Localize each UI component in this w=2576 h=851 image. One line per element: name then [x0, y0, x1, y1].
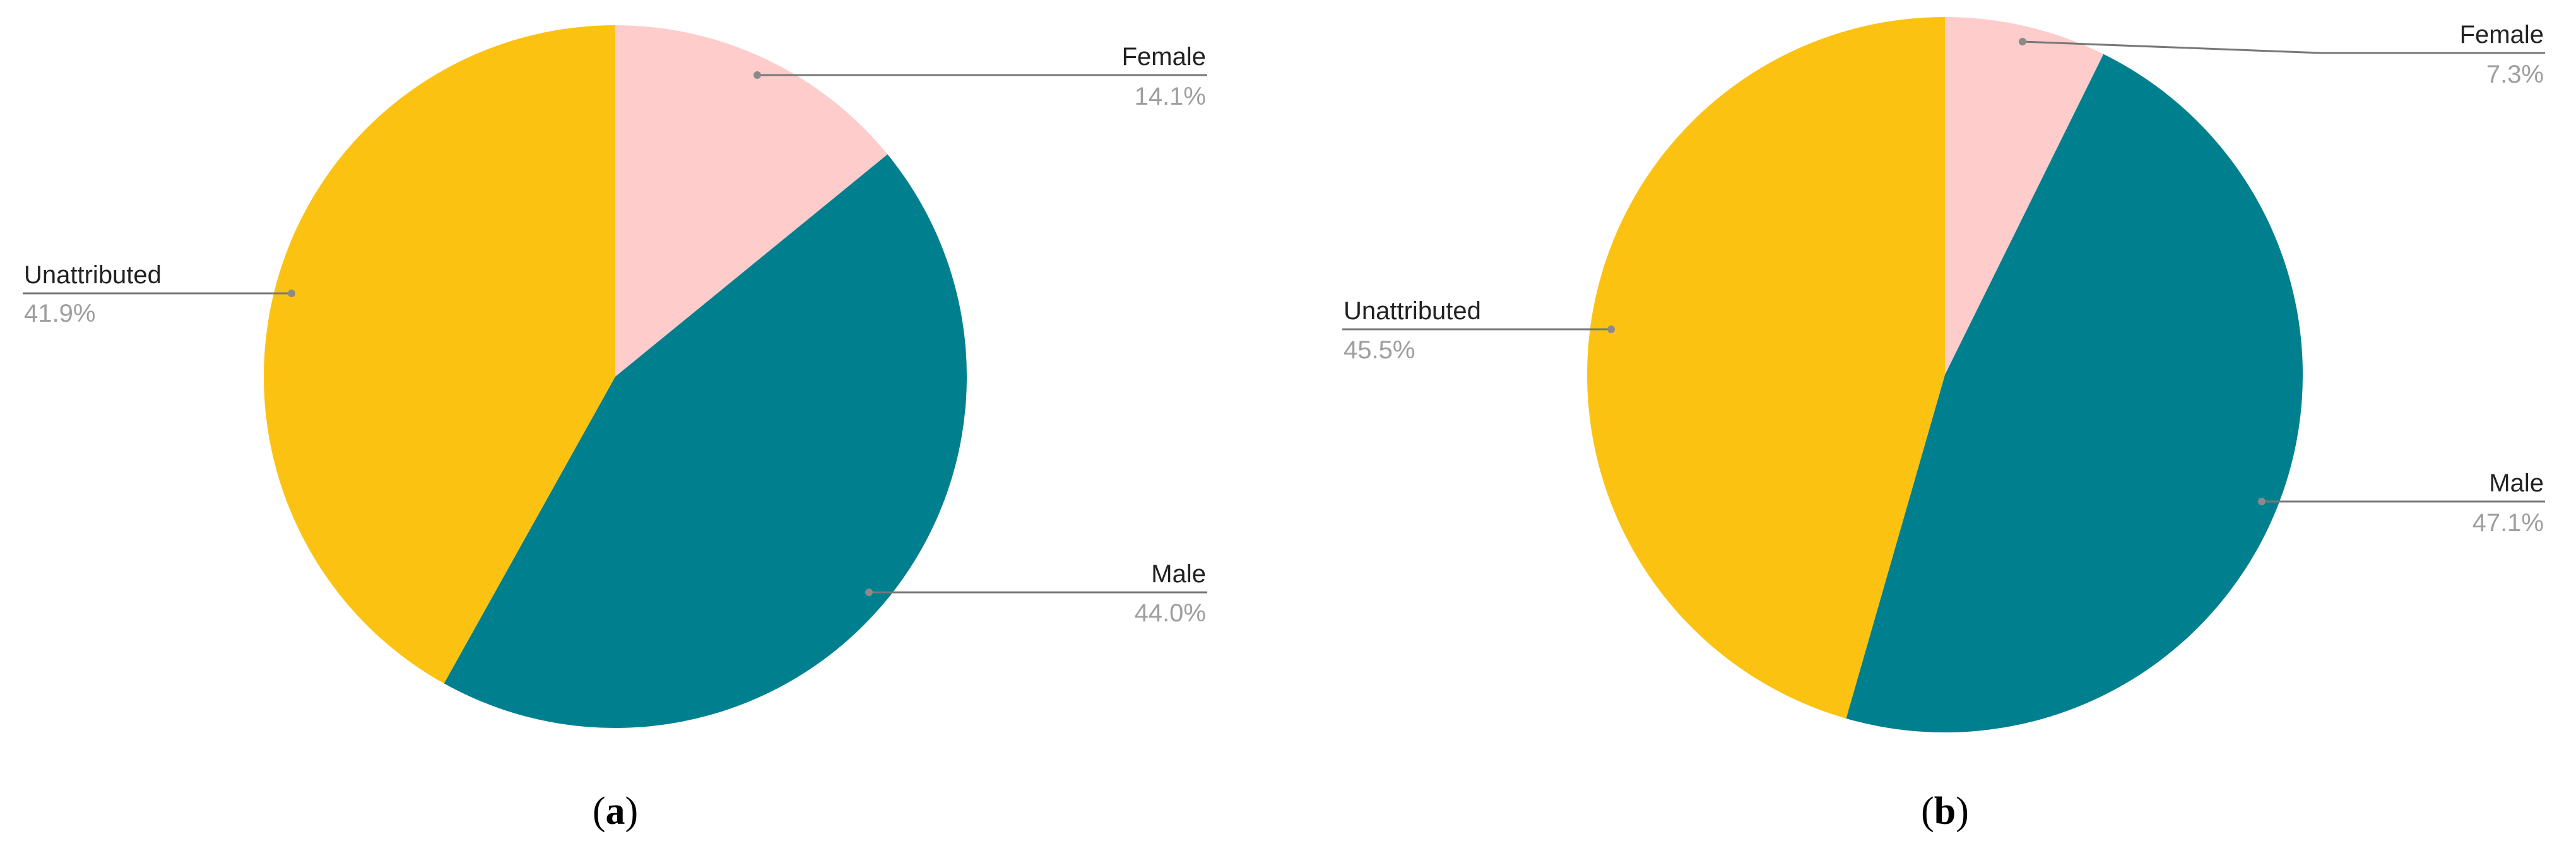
pie-a-slice-male — [444, 154, 967, 729]
pie-b-pct-female: 7.3% — [2486, 61, 2544, 88]
pie-chart-b: Female 7.3% Male 47.1% Unattributed 45.5… — [1342, 17, 2545, 833]
panel-caption-b-letter: b — [1934, 790, 1956, 833]
pie-a-label-male: Male 44.0% — [865, 560, 1207, 627]
pie-a-pct-female: 14.1% — [1135, 83, 1206, 110]
pie-b-leader-dot-male — [2258, 498, 2266, 505]
pie-b-label-text-female: Female — [2460, 21, 2544, 49]
pie-b-pct-male: 47.1% — [2473, 509, 2544, 537]
pie-a-pct-male: 44.0% — [1135, 599, 1206, 627]
pie-b-label-male: Male 47.1% — [2258, 469, 2545, 537]
pie-a-label-female: Female 14.1% — [753, 43, 1207, 110]
pie-a-label-unattributed: Unattributed 41.9% — [23, 261, 295, 327]
pie-a-pct-unattributed: 41.9% — [24, 300, 95, 327]
pie-b-leader-dot-unattributed — [1607, 326, 1615, 333]
pie-a-label-text-female: Female — [1122, 43, 1206, 71]
pie-b-leader-dot-female — [2019, 38, 2026, 45]
pie-a-label-text-male: Male — [1151, 560, 1206, 588]
pie-a-leader-dot-unattributed — [288, 290, 295, 297]
pie-b-slice-male — [1846, 54, 2303, 733]
pie-a-leader-dot-male — [865, 589, 873, 596]
panel-caption-a: (a) — [593, 790, 638, 833]
pie-b-label-unattributed: Unattributed 45.5% — [1342, 297, 1615, 364]
pie-a-label-text-unattributed: Unattributed — [24, 261, 162, 289]
pie-b-pct-unattributed: 45.5% — [1344, 336, 1415, 364]
pie-b-slice-unattributed — [1586, 17, 1945, 719]
pie-a-slices — [263, 25, 967, 729]
pie-b-leader-female — [2022, 40, 2545, 54]
pie-b-slice-female — [1945, 17, 2104, 375]
pie-b-label-female: Female 7.3% — [2019, 21, 2545, 88]
pie-b-label-text-unattributed: Unattributed — [1344, 297, 1481, 325]
panel-caption-a-letter: a — [606, 790, 625, 833]
pie-a-slice-female — [615, 25, 888, 377]
panel-caption-b: (b) — [1921, 790, 1969, 833]
pie-a-leader-dot-female — [753, 71, 761, 79]
pie-chart-a: Female 14.1% Male 44.0% Unattributed 41.… — [23, 25, 1207, 833]
pie-b-label-text-male: Male — [2489, 469, 2544, 497]
pie-a-slice-unattributed — [263, 25, 615, 684]
pie-b-slices — [1586, 17, 2303, 733]
